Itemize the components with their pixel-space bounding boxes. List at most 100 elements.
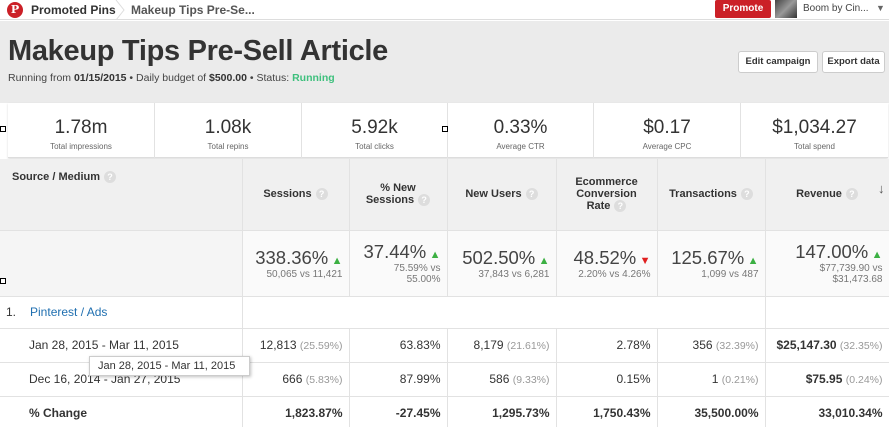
- analytics-table: Source / Medium? Sessions? % New Session…: [0, 159, 889, 427]
- cell-share: (0.24%): [845, 374, 883, 386]
- table-cell: -27.45%: [349, 396, 448, 427]
- column-header-new-sessions[interactable]: % New Sessions?: [349, 159, 448, 231]
- table-cell: 35,500.00%: [657, 396, 766, 427]
- group-label-cell: 1. Pinterest / Ads: [0, 296, 243, 329]
- up-arrow-icon: ▲: [538, 254, 550, 267]
- stat-clicks: 5.92k Total clicks: [302, 103, 448, 158]
- help-icon[interactable]: ?: [740, 188, 753, 201]
- promote-button[interactable]: Promote: [715, 0, 771, 18]
- table-cell: 0.15%: [556, 362, 658, 397]
- column-header-label: Revenue: [796, 188, 842, 201]
- column-header-label: Sessions: [263, 188, 312, 201]
- stat-value: $0.17: [643, 117, 691, 138]
- summary-cell-transactions: 125.67% ▲ 1,099 vs 487: [657, 230, 766, 297]
- stat-label: Total clicks: [355, 142, 394, 151]
- cell-value: 666: [282, 372, 303, 386]
- resize-handle-center[interactable]: [442, 126, 448, 132]
- chevron-down-icon[interactable]: ▼: [876, 3, 885, 13]
- cell-value: 12,813: [259, 338, 297, 352]
- stat-value: 1.78m: [54, 117, 108, 138]
- column-header-label: Rate: [586, 200, 611, 213]
- column-header-sessions[interactable]: Sessions?: [242, 159, 350, 231]
- table-cell: 1,823.87%: [242, 396, 350, 427]
- column-header-conversion-rate[interactable]: Ecommerce Conversion Rate?: [556, 159, 658, 231]
- cell-value: $75.95: [805, 372, 843, 386]
- column-header-transactions[interactable]: Transactions?: [657, 159, 766, 231]
- stat-repins: 1.08k Total repins: [155, 103, 302, 158]
- stat-cpc: $0.17 Average CPC: [594, 103, 741, 158]
- cell-value: 356: [692, 338, 713, 352]
- help-icon[interactable]: ?: [104, 171, 117, 184]
- resize-handle-left[interactable]: [0, 126, 6, 132]
- stat-label: Total impressions: [50, 142, 112, 151]
- stat-impressions: 1.78m Total impressions: [8, 103, 155, 158]
- table-cell: 1,295.73%: [447, 396, 557, 427]
- page-title: Makeup Tips Pre-Sell Article: [8, 35, 389, 67]
- column-header-new-users[interactable]: New Users?: [447, 159, 557, 231]
- change-percent: 338.36%: [255, 246, 329, 268]
- help-icon[interactable]: ?: [845, 188, 858, 201]
- meta-mid: • Daily budget of: [126, 72, 209, 84]
- comparison-text: 1,099 vs 487: [701, 268, 759, 280]
- table-cell: 1 (0.21%): [657, 362, 766, 397]
- group-row: 1. Pinterest / Ads: [0, 296, 889, 329]
- group-empty-cell: [242, 296, 766, 329]
- table-cell: $75.95 (0.24%): [765, 362, 889, 397]
- breadcrumb-current: Makeup Tips Pre-Se...: [131, 3, 255, 17]
- pinterest-logo-icon[interactable]: P: [7, 2, 23, 18]
- summary-cell-sessions: 338.36% ▲ 50,065 vs 11,421: [242, 230, 350, 297]
- column-header-label: Ecommerce: [575, 176, 638, 189]
- cell-share: (25.59%): [299, 340, 343, 352]
- user-name[interactable]: Boom by Cin...: [803, 3, 869, 14]
- percent-change-label: % Change: [0, 396, 243, 427]
- group-number: 1.: [6, 305, 17, 319]
- up-arrow-icon: ▲: [331, 254, 343, 267]
- change-percent: 48.52%: [573, 246, 637, 268]
- table-cell: 586 (9.33%): [447, 362, 557, 397]
- help-icon[interactable]: ?: [418, 194, 431, 207]
- campaign-meta: Running from 01/15/2015 • Daily budget o…: [8, 72, 335, 84]
- cell-share: (0.21%): [721, 374, 759, 386]
- export-data-button[interactable]: Export data: [822, 51, 885, 73]
- edit-campaign-button[interactable]: Edit campaign: [738, 51, 818, 73]
- help-icon[interactable]: ?: [525, 188, 538, 201]
- avatar[interactable]: [775, 0, 797, 18]
- table-cell: 666 (5.83%): [242, 362, 350, 397]
- comparison-text: $31,473.68: [832, 274, 883, 285]
- cell-value: $25,147.30: [776, 338, 837, 352]
- cell-share: (9.33%): [512, 374, 550, 386]
- change-percent: 125.67%: [671, 246, 745, 268]
- help-icon[interactable]: ?: [315, 188, 328, 201]
- cell-value: 2.78%: [616, 338, 651, 352]
- cell-value: 586: [489, 372, 510, 386]
- cell-value: 8,179: [473, 338, 504, 352]
- stat-value: 5.92k: [351, 117, 398, 138]
- date-range-tooltip: Jan 28, 2015 - Mar 11, 2015: [89, 356, 250, 376]
- source-link-pinterest-ads[interactable]: Pinterest / Ads: [30, 305, 108, 319]
- campaign-header: Makeup Tips Pre-Sell Article Running fro…: [0, 21, 889, 103]
- sort-descending-icon[interactable]: ↓: [878, 181, 885, 196]
- stat-label: Average CTR: [496, 142, 545, 151]
- stat-value: $1,034.27: [772, 117, 857, 138]
- help-icon[interactable]: ?: [614, 200, 627, 213]
- top-bar: P Promoted Pins Makeup Tips Pre-Se... Pr…: [0, 0, 889, 20]
- resize-handle-bottom[interactable]: [0, 278, 6, 284]
- column-header-source[interactable]: Source / Medium?: [0, 159, 243, 231]
- meta-status-label: • Status:: [246, 72, 293, 84]
- column-header-revenue[interactable]: Revenue? ↓: [765, 159, 889, 231]
- cell-value: 87.99%: [399, 372, 441, 386]
- breadcrumb-promoted-pins[interactable]: Promoted Pins: [31, 3, 116, 17]
- table-cell: 33,010.34%: [765, 396, 889, 427]
- stat-value: 0.33%: [493, 117, 548, 138]
- cell-value: 0.15%: [616, 372, 651, 386]
- summary-row: 338.36% ▲ 50,065 vs 11,421 37.44% ▲ 75.59%…: [0, 230, 889, 297]
- cell-value: 1: [711, 372, 719, 386]
- cell-value: 63.83%: [399, 338, 441, 352]
- cell-share: (5.83%): [305, 374, 343, 386]
- column-header-label: Source / Medium: [12, 171, 101, 183]
- change-percent: 37.44%: [363, 241, 427, 262]
- comparison-text: $77,739.90 vs: [819, 263, 883, 274]
- cell-share: (21.61%): [506, 340, 550, 352]
- group-empty-cell: [765, 296, 889, 329]
- breadcrumb-separator-icon: [115, 0, 125, 20]
